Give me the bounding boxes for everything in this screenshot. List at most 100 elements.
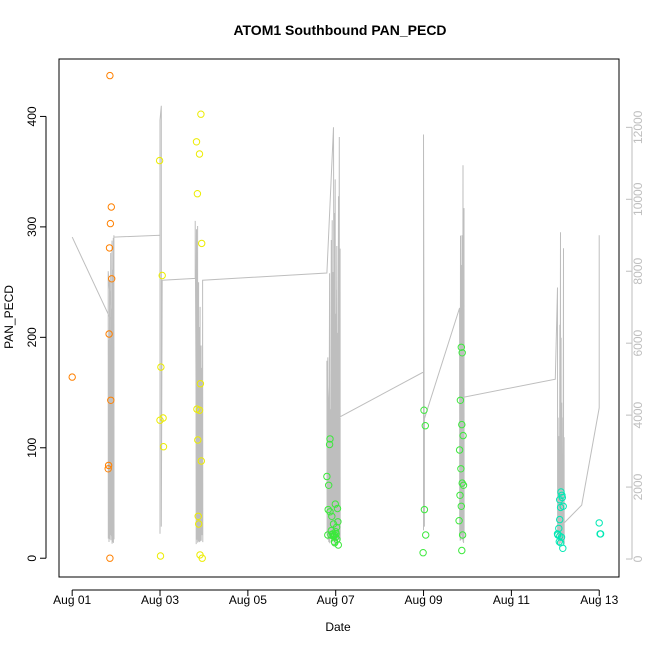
data-point bbox=[326, 435, 334, 443]
data-point bbox=[326, 508, 334, 516]
data-point bbox=[324, 505, 332, 514]
x-tick-label: Aug 11 bbox=[493, 593, 530, 607]
data-point bbox=[108, 275, 116, 283]
data-point bbox=[555, 538, 563, 546]
data-point bbox=[329, 520, 338, 528]
data-point bbox=[156, 416, 164, 424]
data-point bbox=[420, 505, 429, 514]
data-point bbox=[456, 491, 464, 499]
y-tick-label: 200 bbox=[25, 327, 39, 347]
data-point bbox=[198, 554, 206, 562]
data-point bbox=[557, 488, 565, 496]
data-point bbox=[328, 512, 336, 520]
data-point bbox=[106, 219, 115, 228]
data-point bbox=[553, 530, 562, 538]
data-point bbox=[106, 71, 114, 80]
axes: Aug 01 Aug 03 Aug 05 Aug 07 Aug 09 Aug 11 Aug … bbox=[25, 106, 645, 607]
data-points bbox=[68, 71, 605, 562]
data-point bbox=[194, 512, 202, 520]
data-point bbox=[455, 446, 464, 454]
y2-tick-label: 10000 bbox=[631, 182, 645, 216]
x-tick-label: Aug 13 bbox=[580, 593, 618, 607]
data-point bbox=[159, 443, 168, 451]
x-tick-label: Aug 03 bbox=[141, 593, 179, 607]
data-point bbox=[558, 491, 566, 499]
y-tick-label: 100 bbox=[25, 437, 39, 457]
data-point bbox=[596, 530, 605, 538]
data-point bbox=[456, 396, 465, 404]
x-tick-label: Aug 01 bbox=[53, 593, 91, 607]
data-point bbox=[420, 406, 428, 414]
data-point bbox=[324, 531, 332, 539]
y-tick-label: 400 bbox=[25, 106, 39, 126]
data-point bbox=[193, 190, 202, 198]
data-point bbox=[457, 502, 465, 510]
data-point bbox=[458, 546, 466, 555]
data-point bbox=[556, 503, 565, 512]
data-point bbox=[421, 422, 429, 430]
data-point bbox=[105, 244, 114, 252]
data-point bbox=[192, 138, 201, 146]
data-point bbox=[419, 549, 427, 557]
data-point bbox=[459, 431, 467, 440]
data-point bbox=[323, 472, 331, 481]
data-point bbox=[106, 554, 114, 562]
plot-frame bbox=[58, 58, 620, 578]
data-point bbox=[105, 330, 113, 338]
data-point bbox=[459, 481, 468, 489]
data-point bbox=[334, 518, 342, 526]
data-point bbox=[332, 530, 340, 538]
altitude-line bbox=[71, 105, 600, 545]
x-axis-label: Date bbox=[325, 620, 351, 634]
data-point bbox=[455, 517, 463, 525]
data-point bbox=[556, 515, 564, 524]
data-point bbox=[559, 544, 567, 552]
chart-title: ATOM1 Southbound PAN_PECD bbox=[233, 22, 446, 38]
data-point bbox=[333, 504, 342, 513]
data-point bbox=[107, 396, 115, 404]
data-point bbox=[198, 239, 206, 248]
data-point bbox=[457, 465, 465, 473]
y2-tick-label: 2000 bbox=[631, 473, 645, 500]
data-point bbox=[68, 373, 76, 381]
data-point bbox=[595, 519, 603, 527]
y2-tick-label: 4000 bbox=[631, 401, 645, 428]
data-point bbox=[195, 520, 203, 528]
y-tick-label: 300 bbox=[25, 217, 39, 237]
data-point bbox=[331, 539, 339, 547]
data-point bbox=[458, 420, 466, 429]
data-point bbox=[195, 150, 204, 158]
data-point bbox=[104, 461, 113, 470]
data-point bbox=[196, 380, 205, 388]
data-point bbox=[156, 552, 165, 560]
data-point bbox=[197, 457, 206, 465]
data-point bbox=[422, 531, 430, 539]
data-point bbox=[195, 406, 204, 414]
y2-tick-label: 0 bbox=[631, 555, 645, 562]
data-point bbox=[458, 349, 466, 357]
data-point bbox=[155, 156, 164, 165]
data-point bbox=[107, 203, 116, 211]
data-point bbox=[157, 363, 165, 371]
altitude-trace bbox=[71, 105, 600, 545]
data-point bbox=[325, 481, 333, 489]
y2-tick-label: 8000 bbox=[631, 258, 645, 285]
x-tick-label: Aug 09 bbox=[405, 593, 443, 607]
data-point bbox=[457, 343, 465, 351]
data-point bbox=[458, 531, 467, 539]
data-point bbox=[158, 271, 166, 280]
data-point bbox=[325, 440, 334, 449]
x-tick-label: Aug 07 bbox=[317, 593, 355, 607]
data-point bbox=[194, 436, 202, 444]
x-tick-label: Aug 05 bbox=[229, 593, 267, 607]
y-tick-label: 0 bbox=[25, 555, 39, 562]
data-point bbox=[197, 110, 205, 118]
data-point bbox=[331, 500, 339, 508]
data-point bbox=[104, 465, 112, 473]
y2-tick-label: 12000 bbox=[631, 110, 645, 144]
y-axis-label: PAN_PECD bbox=[2, 285, 16, 349]
y2-tick-label: 6000 bbox=[631, 330, 645, 357]
